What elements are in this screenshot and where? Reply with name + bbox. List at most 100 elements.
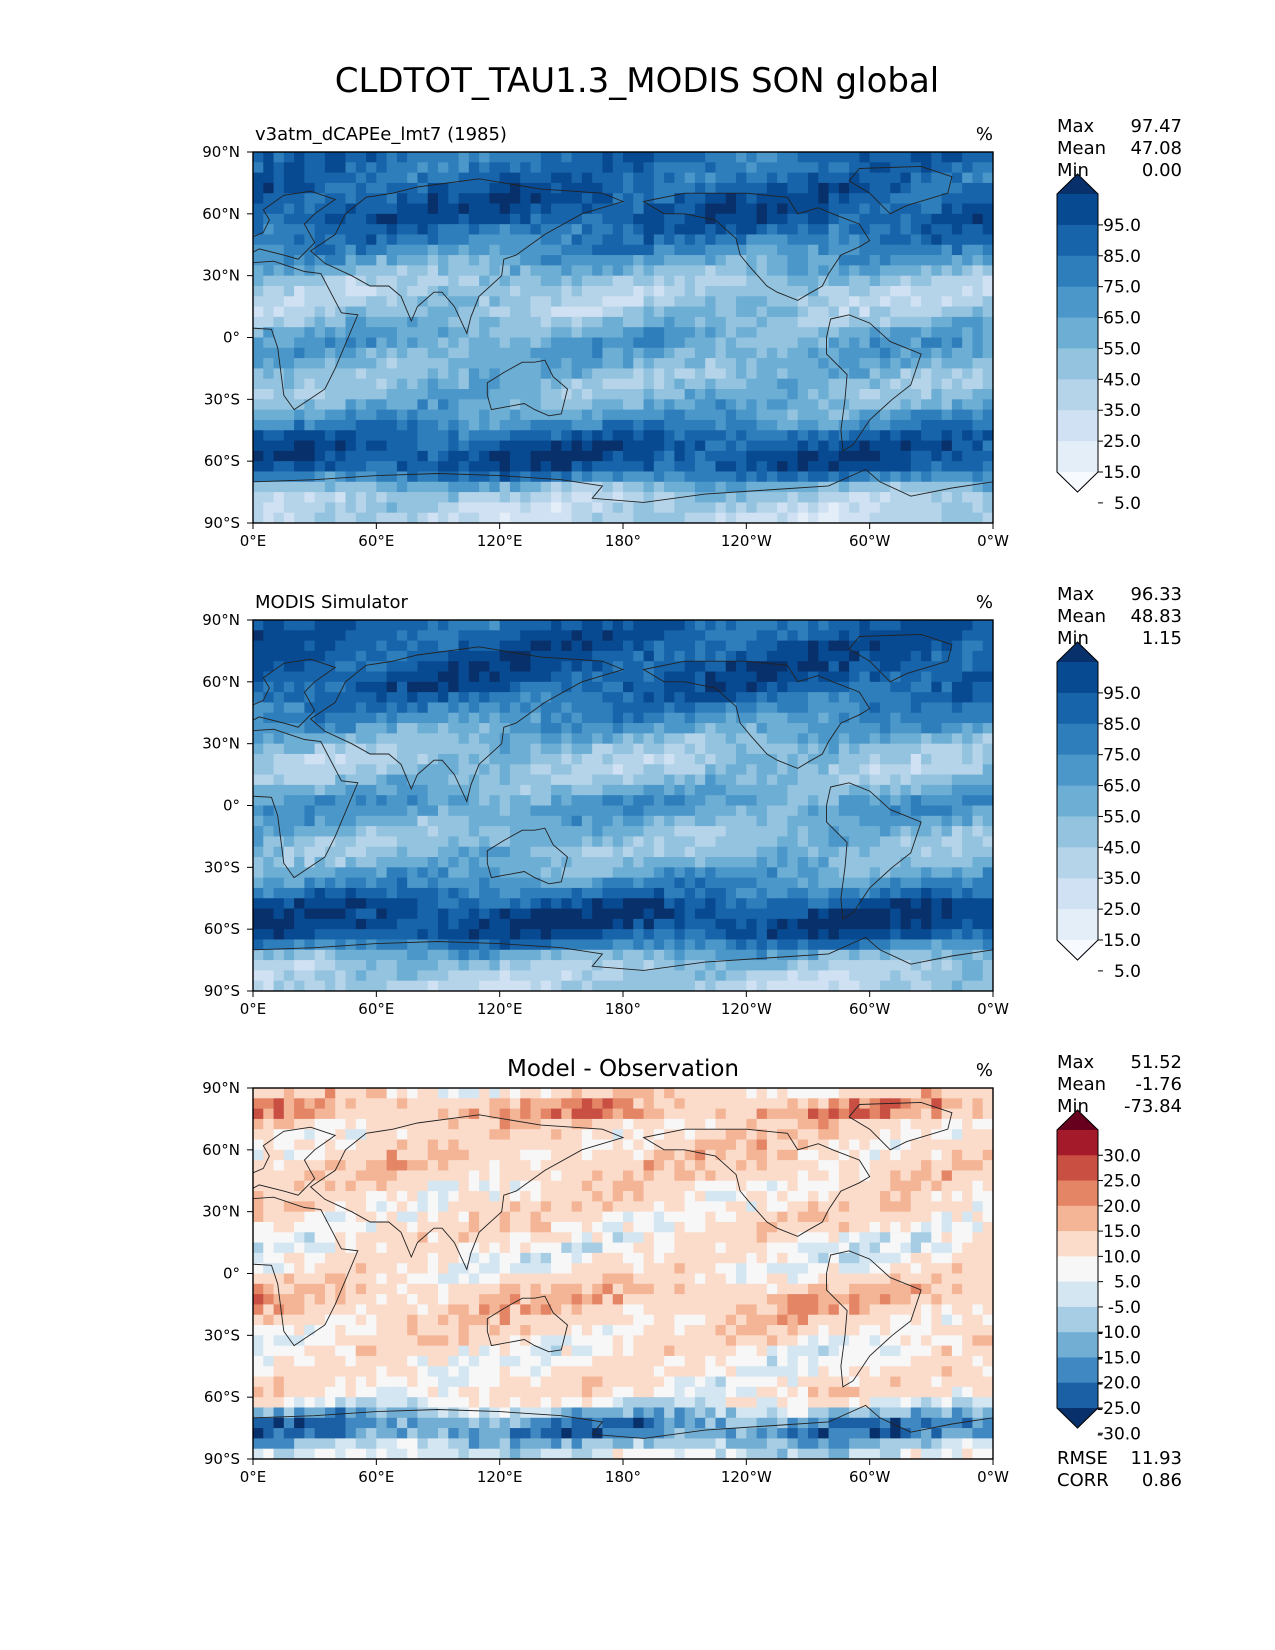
- field-cell: [849, 389, 860, 400]
- field-cell: [417, 826, 429, 838]
- field-cell: [294, 661, 305, 673]
- field-cell: [746, 203, 758, 215]
- field-cell: [890, 620, 902, 631]
- field-cell: [777, 764, 789, 776]
- field-cell: [694, 805, 706, 817]
- field-cell: [921, 275, 932, 287]
- field-cell: [612, 753, 624, 765]
- field-cell: [890, 784, 902, 796]
- field-cell: [304, 389, 316, 400]
- field-cell: [766, 182, 778, 194]
- field-cell: [694, 471, 706, 483]
- field-cell: [931, 795, 943, 807]
- field-cell: [417, 337, 429, 349]
- field-cell: [571, 234, 583, 246]
- field-cell: [828, 347, 840, 359]
- field-cell: [314, 193, 326, 205]
- field-cell: [838, 461, 850, 473]
- field-cell: [623, 887, 634, 899]
- field-cell: [314, 255, 326, 266]
- field-cell: [489, 867, 501, 879]
- field-cell: [643, 378, 655, 390]
- field-cell: [623, 244, 634, 256]
- field-cell: [736, 753, 747, 765]
- stat-label: Mean: [1057, 138, 1106, 159]
- field-cell: [921, 430, 932, 442]
- field-cell: [787, 224, 799, 236]
- field-cell: [561, 681, 573, 693]
- field-cell: [725, 712, 737, 724]
- field-cell: [623, 399, 634, 411]
- field-cell: [766, 450, 778, 462]
- field-cell: [756, 502, 768, 514]
- field-cell: [684, 172, 696, 184]
- field-cell: [951, 753, 963, 765]
- field-cell: [849, 358, 860, 370]
- field-cell: [849, 502, 860, 514]
- field-cell: [520, 712, 532, 724]
- field-cell: [890, 795, 902, 807]
- field-cell: [808, 389, 819, 400]
- field-cell: [396, 918, 408, 930]
- field-cell: [376, 389, 388, 400]
- field-cell: [838, 702, 850, 714]
- field-cell: [849, 492, 860, 503]
- field-cell: [921, 620, 932, 631]
- field-cell: [551, 918, 562, 930]
- field-cell: [396, 244, 408, 256]
- field-cell: [479, 471, 490, 483]
- field-cell: [921, 481, 932, 493]
- field-cell: [766, 630, 778, 642]
- field-cell: [838, 419, 850, 431]
- field-cell: [756, 918, 768, 930]
- field-cell: [314, 368, 326, 380]
- field-cell: [324, 316, 336, 328]
- field-cell: [777, 224, 789, 236]
- field-cell: [509, 368, 521, 380]
- field-cell: [427, 877, 439, 889]
- field-cell: [612, 265, 624, 277]
- field-cell: [766, 296, 778, 308]
- field-cell: [304, 378, 316, 390]
- field-cell: [746, 461, 758, 473]
- field-cell: [540, 908, 552, 920]
- field-cell: [263, 712, 275, 724]
- field-cell: [941, 450, 953, 462]
- field-cell: [407, 492, 419, 503]
- field-cell: [643, 733, 655, 745]
- field-cell: [345, 378, 357, 390]
- field-cell: [520, 898, 532, 910]
- field-cell: [376, 723, 388, 734]
- field-cell: [448, 203, 460, 215]
- field-cell: [962, 193, 974, 205]
- field-cell: [787, 929, 799, 941]
- field-cell: [612, 306, 624, 318]
- field-cell: [633, 887, 645, 899]
- field-cell: [859, 327, 871, 339]
- field-cell: [314, 733, 326, 745]
- field-cell: [396, 471, 408, 483]
- field-cell: [396, 182, 408, 194]
- field-cell: [797, 275, 809, 287]
- field-cell: [458, 857, 470, 868]
- field-cell: [787, 898, 799, 910]
- field-cell: [479, 846, 490, 858]
- field-cell: [643, 399, 655, 411]
- x-tick-label: 180°: [605, 532, 641, 550]
- field-cell: [530, 152, 542, 163]
- field-cell: [766, 723, 778, 734]
- field-cell: [777, 172, 789, 184]
- field-cell: [694, 898, 706, 910]
- field-cell: [941, 337, 953, 349]
- field-cell: [962, 620, 974, 631]
- field-cell: [941, 671, 953, 683]
- field-cell: [633, 784, 645, 796]
- field-cell: [900, 743, 912, 755]
- field-cell: [407, 949, 419, 961]
- field-cell: [900, 867, 912, 879]
- field-cell: [962, 492, 974, 503]
- field-cell: [294, 630, 305, 642]
- field-cell: [849, 692, 860, 704]
- field-cell: [879, 681, 891, 693]
- field-cell: [951, 296, 963, 308]
